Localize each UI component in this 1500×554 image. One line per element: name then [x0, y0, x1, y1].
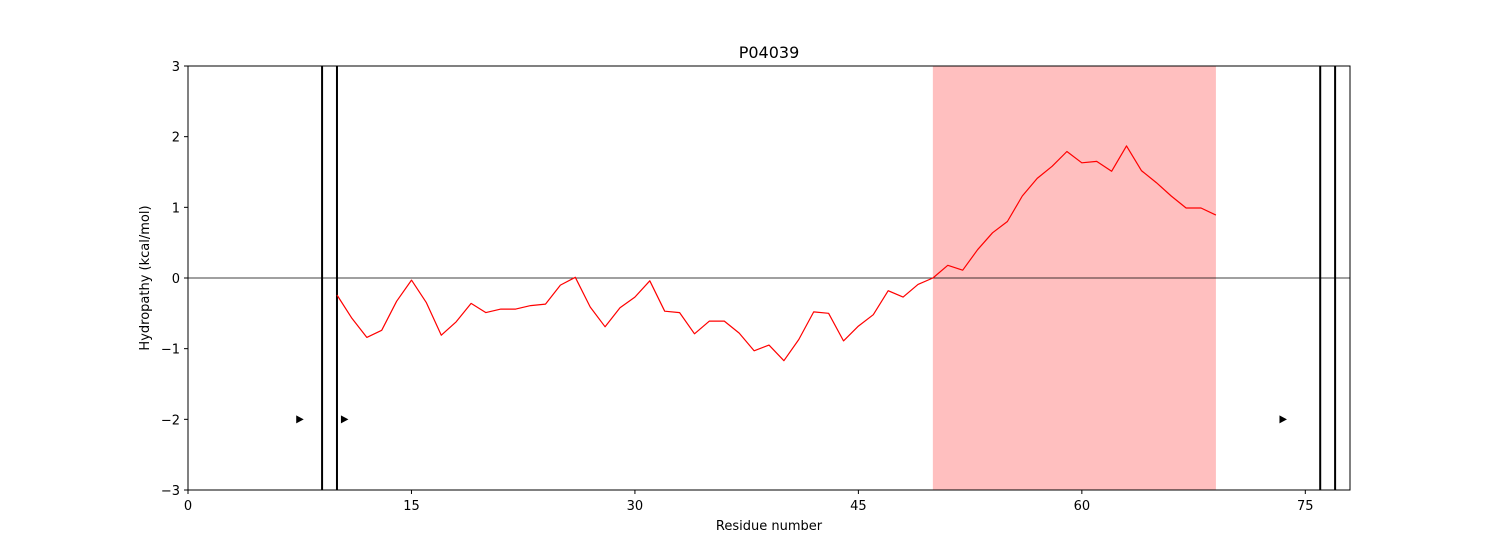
triangle-marker [296, 415, 304, 424]
y-axis-label: Hydropathy (kcal/mol) [138, 205, 153, 350]
x-tick-label: 45 [850, 499, 867, 514]
x-tick-label: 15 [403, 499, 420, 514]
y-tick-label: 1 [172, 201, 180, 216]
y-tick-label: −1 [161, 343, 180, 358]
x-tick-label: 30 [627, 499, 644, 514]
triangle-marker [1279, 415, 1287, 424]
y-tick-label: 3 [172, 60, 180, 75]
y-tick-label: −2 [161, 413, 180, 428]
plot-area: 0 15 30 45 60 75 3 2 1 0 −1 −2 −3 [161, 60, 1351, 514]
y-tick-label: 2 [172, 131, 180, 146]
x-tick-label: 75 [1297, 499, 1314, 514]
triangle-marker [340, 415, 349, 424]
x-axis-label: Residue number [716, 519, 823, 534]
y-tick-label: −3 [161, 484, 180, 499]
x-tick-label: 0 [184, 499, 192, 514]
chart-title: P04039 [739, 43, 800, 62]
x-tick-label: 60 [1074, 499, 1091, 514]
series-line [336, 145, 1217, 362]
y-tick-label: 0 [172, 272, 180, 287]
